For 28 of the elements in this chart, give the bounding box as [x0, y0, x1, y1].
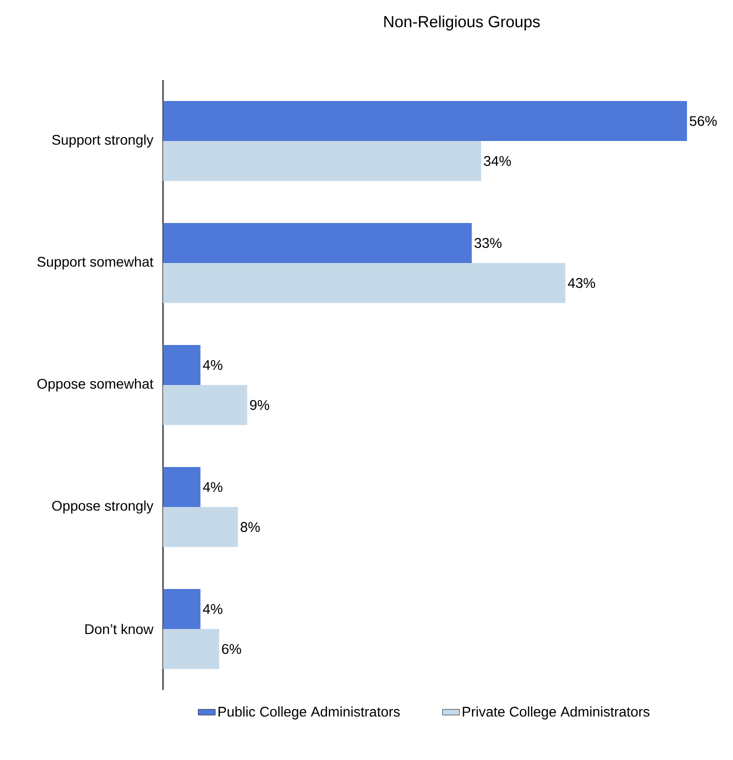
chart-title: Non-Religious Groups	[384, 16, 540, 31]
bar	[163, 263, 566, 304]
data-label: 4%	[202, 360, 222, 370]
data-label: 4%	[202, 604, 222, 614]
data-label: 56%	[690, 116, 717, 126]
data-label: 33%	[474, 238, 502, 248]
bar	[163, 345, 200, 386]
bar	[163, 141, 482, 182]
legend-label: Public College Administrators	[218, 706, 400, 720]
bar	[163, 467, 200, 508]
y-tick-label: Oppose somewhat	[37, 378, 154, 392]
data-label: 6%	[222, 644, 242, 654]
bar	[163, 223, 472, 264]
bar	[163, 507, 238, 548]
bar	[163, 589, 200, 630]
y-tick-label: Oppose strongly	[52, 500, 154, 514]
legend-label: Private College Administrators	[462, 706, 650, 720]
data-label: 34%	[484, 156, 511, 166]
data-label: 4%	[202, 482, 222, 492]
data-label: 8%	[240, 522, 260, 532]
y-tick-label: Support somewhat	[37, 256, 154, 270]
data-label: 43%	[568, 278, 596, 288]
y-tick-label: Don’t know	[85, 624, 154, 634]
bar	[163, 385, 248, 426]
bar	[163, 629, 220, 670]
y-tick-label: Support strongly	[52, 134, 154, 148]
data-label: 9%	[250, 400, 270, 410]
bar	[163, 101, 687, 142]
